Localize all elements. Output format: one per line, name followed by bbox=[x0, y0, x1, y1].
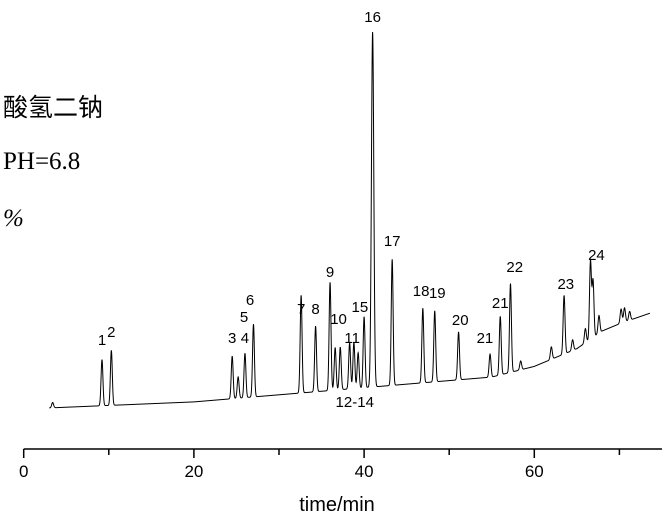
peak-label: 8 bbox=[311, 301, 319, 318]
x-tick-label: 0 bbox=[19, 462, 28, 481]
peak-label: 6 bbox=[246, 292, 254, 309]
peak-label: 22 bbox=[506, 259, 523, 276]
peak-label: 19 bbox=[429, 285, 446, 302]
x-tick-label: 40 bbox=[355, 462, 374, 481]
peak-label: 7 bbox=[297, 301, 305, 318]
peak-label: 16 bbox=[364, 9, 381, 26]
peak-label: 23 bbox=[557, 276, 574, 293]
peak-label: 17 bbox=[384, 233, 401, 250]
chromatogram-trace bbox=[49, 31, 651, 409]
side-text-ph: PH=6.8 bbox=[3, 148, 81, 175]
side-text-compound: 酸氢二钠 bbox=[3, 95, 104, 122]
peak-label: 21 bbox=[492, 295, 509, 312]
peak-label: 2 bbox=[107, 324, 115, 341]
peak-label: 18 bbox=[413, 283, 430, 300]
peak-label: 15 bbox=[352, 299, 369, 316]
x-tick-label: 20 bbox=[184, 462, 203, 481]
peak-label: 12-14 bbox=[336, 394, 374, 411]
peak-label: 10 bbox=[330, 311, 347, 328]
x-tick-label: 60 bbox=[525, 462, 544, 481]
x-axis: 0 20 40 60 bbox=[19, 448, 662, 481]
peak-label: 1 bbox=[98, 332, 106, 349]
peak-label: 11 bbox=[344, 330, 360, 347]
peak-label: 20 bbox=[452, 312, 469, 329]
peak-label: 9 bbox=[326, 264, 334, 281]
peak-label: 4 bbox=[241, 330, 249, 347]
side-text-percent: % bbox=[3, 205, 24, 232]
x-axis-label: time/min bbox=[299, 494, 375, 516]
peak-label: 5 bbox=[240, 309, 248, 326]
peak-label: 3 bbox=[228, 330, 236, 347]
peak-label: 24 bbox=[588, 247, 605, 264]
peak-label: 21 bbox=[477, 330, 494, 347]
